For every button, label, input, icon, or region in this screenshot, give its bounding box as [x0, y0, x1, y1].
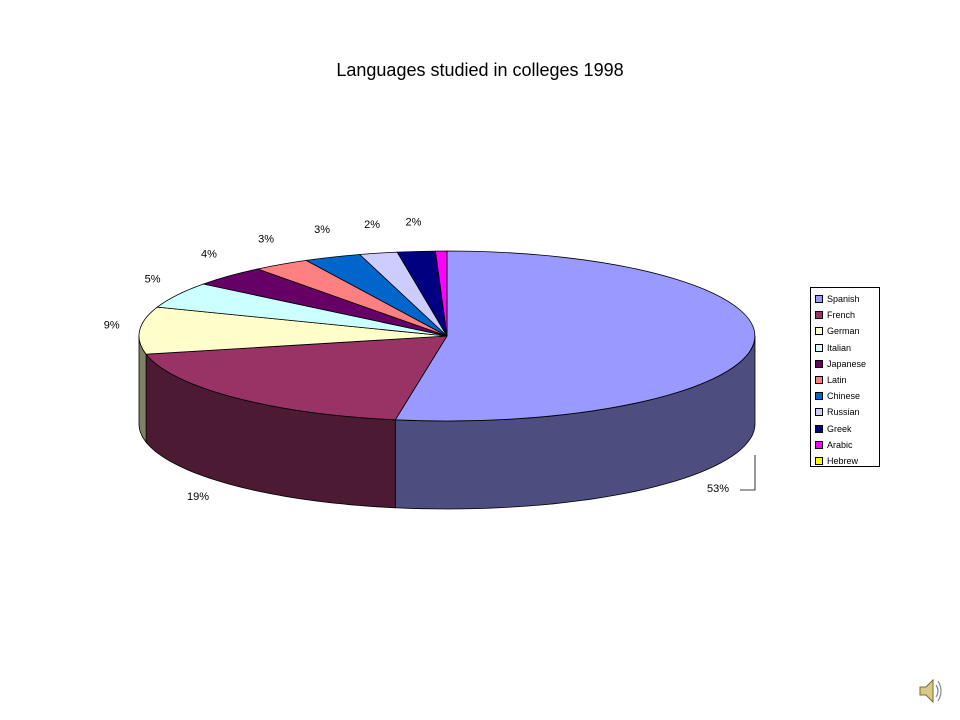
pct-label-spanish: 53% — [707, 483, 729, 495]
pct-label-italian: 5% — [145, 274, 161, 286]
legend-swatch — [815, 440, 823, 449]
legend-label: Italian — [827, 342, 852, 353]
pct-label-chinese: 3% — [314, 224, 330, 236]
legend-label: Latin — [827, 375, 847, 386]
legend-item-italian: Italian — [815, 340, 879, 356]
pie-labels: 53% 19% 9% 5% 4% 3% 3% 2% 2% — [104, 217, 756, 503]
chart-title: Languages studied in colleges 1998 — [336, 60, 624, 80]
slice-french — [145, 335, 448, 421]
legend-item-hebrew: Hebrew — [815, 453, 879, 469]
legend-label: Chinese — [827, 391, 861, 402]
legend-label: Arabic — [827, 439, 853, 450]
legend-label: French — [827, 310, 856, 321]
legend-item-spanish: Spanish — [815, 291, 879, 307]
pct-label-french: 19% — [187, 491, 209, 503]
legend-label: Russian — [827, 407, 860, 418]
pie-tops — [138, 250, 756, 422]
legend-label: Greek — [827, 423, 852, 434]
legend-swatch — [815, 408, 823, 417]
pct-label-russian: 2% — [364, 219, 380, 231]
legend-label: Hebrew — [827, 455, 859, 466]
legend-swatch — [815, 392, 823, 401]
pct-label-german: 9% — [104, 320, 120, 332]
legend-swatch — [815, 456, 823, 465]
legend-swatch — [815, 424, 823, 433]
leader-line-spanish — [740, 455, 756, 491]
legend-item-greek: Greek — [815, 421, 879, 437]
legend-item-german: German — [815, 323, 879, 339]
legend-swatch — [815, 376, 823, 385]
legend-label: German — [827, 326, 860, 337]
legend-item-latin: Latin — [815, 372, 879, 388]
legend-label: Japanese — [827, 358, 867, 369]
pct-label-latin: 3% — [258, 234, 274, 246]
pct-label-greek: 2% — [406, 217, 422, 229]
legend: Spanish French German Italian Japanese Latin C… — [810, 287, 880, 467]
pct-label-japanese: 4% — [201, 249, 217, 261]
slice-spanish — [394, 250, 756, 422]
legend-swatch — [815, 327, 823, 336]
legend-item-russian: Russian — [815, 404, 879, 420]
speaker-icon[interactable] — [918, 676, 944, 706]
legend-swatch — [815, 359, 823, 368]
legend-swatch — [815, 343, 823, 352]
legend-swatch — [815, 311, 823, 320]
slice-arabic — [435, 250, 448, 337]
legend-item-arabic: Arabic — [815, 437, 879, 453]
legend-item-chinese: Chinese — [815, 388, 879, 404]
legend-swatch — [815, 295, 823, 304]
legend-label: Spanish — [827, 294, 860, 305]
legend-item-japanese: Japanese — [815, 356, 879, 372]
legend-item-french: French — [815, 307, 879, 323]
slice-german — [138, 306, 448, 355]
